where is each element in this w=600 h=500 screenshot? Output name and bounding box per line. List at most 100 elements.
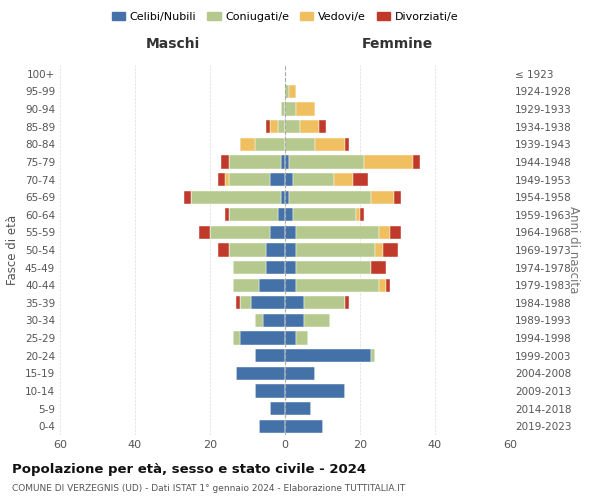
- Bar: [293, 173, 334, 186]
- Bar: [285, 332, 296, 344]
- Bar: [334, 173, 353, 186]
- Legend: Celibi/Nubili, Coniugati/e, Vedovi/e, Divorziati/e: Celibi/Nubili, Coniugati/e, Vedovi/e, Di…: [107, 8, 463, 26]
- Text: COMUNE DI VERZEGNIS (UD) - Dati ISTAT 1° gennaio 2024 - Elaborazione TUTTITALIA.: COMUNE DI VERZEGNIS (UD) - Dati ISTAT 1°…: [12, 484, 405, 493]
- Bar: [300, 120, 319, 134]
- Bar: [296, 244, 375, 256]
- Bar: [285, 156, 289, 168]
- Bar: [285, 384, 345, 398]
- Bar: [371, 261, 386, 274]
- Bar: [255, 349, 285, 362]
- Bar: [364, 156, 413, 168]
- Bar: [394, 190, 401, 204]
- Bar: [266, 261, 285, 274]
- Bar: [296, 332, 308, 344]
- Bar: [285, 349, 371, 362]
- Bar: [210, 226, 270, 239]
- Bar: [285, 226, 296, 239]
- Y-axis label: Fasce di età: Fasce di età: [7, 215, 19, 285]
- Bar: [285, 420, 323, 433]
- Bar: [289, 85, 296, 98]
- Bar: [270, 226, 285, 239]
- Bar: [236, 366, 285, 380]
- Bar: [285, 278, 296, 292]
- Bar: [285, 366, 315, 380]
- Bar: [379, 278, 386, 292]
- Bar: [229, 208, 277, 222]
- Bar: [240, 296, 251, 310]
- Bar: [304, 296, 345, 310]
- Bar: [304, 314, 330, 327]
- Bar: [225, 173, 229, 186]
- Bar: [289, 156, 364, 168]
- Bar: [285, 120, 300, 134]
- Bar: [293, 208, 356, 222]
- Bar: [233, 261, 266, 274]
- Y-axis label: Anni di nascita: Anni di nascita: [567, 206, 580, 294]
- Bar: [229, 244, 266, 256]
- Bar: [259, 420, 285, 433]
- Bar: [296, 278, 379, 292]
- Bar: [296, 102, 315, 116]
- Bar: [315, 138, 345, 151]
- Bar: [386, 278, 390, 292]
- Bar: [281, 156, 285, 168]
- Bar: [281, 102, 285, 116]
- Bar: [296, 261, 371, 274]
- Bar: [233, 278, 259, 292]
- Bar: [285, 402, 311, 415]
- Bar: [285, 208, 293, 222]
- Bar: [285, 296, 304, 310]
- Bar: [285, 102, 296, 116]
- Bar: [296, 226, 379, 239]
- Bar: [277, 120, 285, 134]
- Bar: [413, 156, 420, 168]
- Bar: [277, 208, 285, 222]
- Bar: [251, 296, 285, 310]
- Bar: [270, 120, 277, 134]
- Bar: [285, 314, 304, 327]
- Text: Femmine: Femmine: [362, 37, 433, 51]
- Bar: [375, 244, 383, 256]
- Bar: [281, 190, 285, 204]
- Bar: [270, 173, 285, 186]
- Text: Maschi: Maschi: [145, 37, 200, 51]
- Bar: [229, 156, 281, 168]
- Bar: [285, 85, 289, 98]
- Bar: [191, 190, 281, 204]
- Bar: [285, 244, 296, 256]
- Bar: [184, 190, 191, 204]
- Bar: [233, 332, 240, 344]
- Bar: [383, 244, 398, 256]
- Bar: [390, 226, 401, 239]
- Bar: [240, 332, 285, 344]
- Bar: [285, 173, 293, 186]
- Bar: [285, 190, 289, 204]
- Bar: [270, 402, 285, 415]
- Bar: [371, 190, 394, 204]
- Bar: [356, 208, 360, 222]
- Bar: [353, 173, 367, 186]
- Bar: [263, 314, 285, 327]
- Bar: [345, 138, 349, 151]
- Bar: [371, 349, 375, 362]
- Bar: [218, 173, 225, 186]
- Bar: [360, 208, 364, 222]
- Bar: [289, 190, 371, 204]
- Bar: [218, 244, 229, 256]
- Text: Popolazione per età, sesso e stato civile - 2024: Popolazione per età, sesso e stato civil…: [12, 462, 366, 475]
- Bar: [266, 120, 270, 134]
- Bar: [266, 244, 285, 256]
- Bar: [259, 278, 285, 292]
- Bar: [255, 314, 263, 327]
- Bar: [240, 138, 255, 151]
- Bar: [379, 226, 390, 239]
- Bar: [255, 138, 285, 151]
- Bar: [225, 208, 229, 222]
- Bar: [199, 226, 210, 239]
- Bar: [229, 173, 270, 186]
- Bar: [345, 296, 349, 310]
- Bar: [285, 261, 296, 274]
- Bar: [319, 120, 326, 134]
- Bar: [221, 156, 229, 168]
- Bar: [285, 138, 315, 151]
